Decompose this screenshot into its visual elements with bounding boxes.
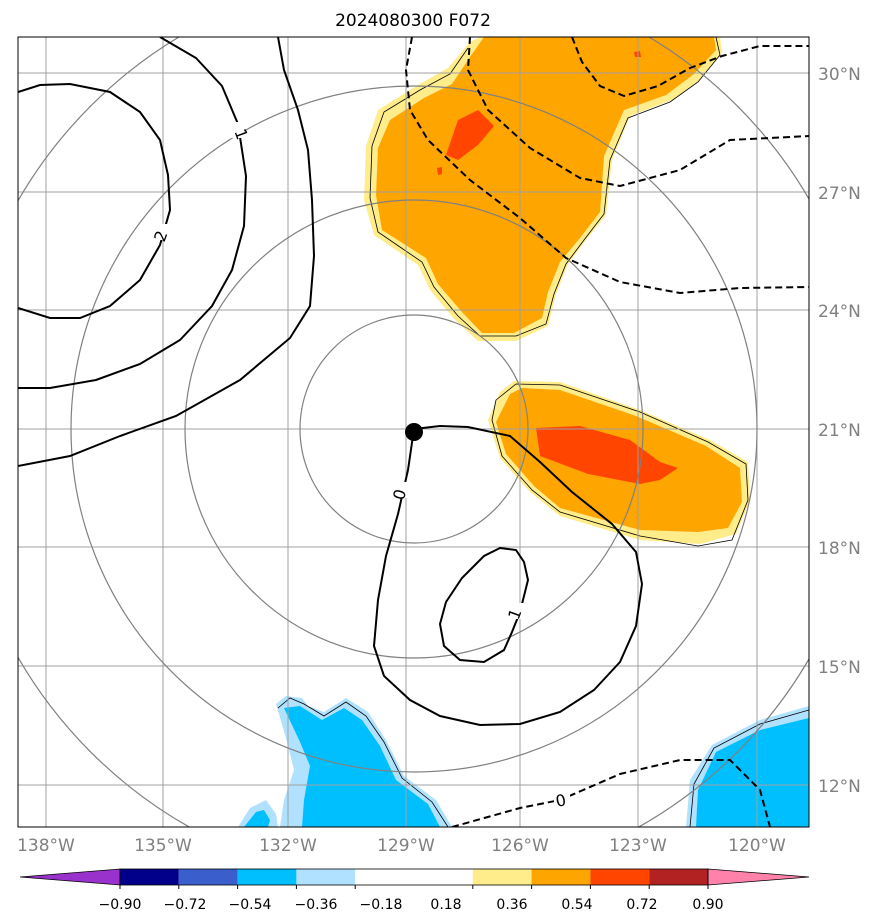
colorbar-segment <box>237 869 297 885</box>
solid-contours <box>18 37 644 727</box>
contour-1-west <box>18 37 248 389</box>
south-anomaly-outline <box>277 697 449 827</box>
north-positive-anomaly <box>364 37 722 341</box>
colorbar-segment <box>120 869 179 885</box>
filled-regions <box>238 37 809 827</box>
north-anomaly-outline <box>369 37 721 337</box>
colorbar-label-10: 0.90 <box>692 897 723 913</box>
dashed-contour-north-3 <box>571 37 809 98</box>
range-ring-2 <box>184 199 644 659</box>
lon-label-126: 126°W <box>491 836 549 856</box>
range-rings <box>18 37 809 827</box>
lon-label-120: 120°W <box>728 836 786 856</box>
colorbar-label-1: −0.90 <box>99 897 142 913</box>
colorbar-segment <box>355 869 473 885</box>
contour-label-bg-5 <box>554 792 570 808</box>
dashed-contours <box>404 37 809 827</box>
chart-title: 2024080300 F072 <box>335 11 491 31</box>
south-corner-blue <box>244 810 270 827</box>
lon-label-132: 132°W <box>259 836 317 856</box>
lon-label-123: 123°W <box>609 836 667 856</box>
colorbar-label-8: 0.54 <box>561 897 592 913</box>
lat-label-15: 15°N <box>818 658 861 678</box>
north-anomaly-orange <box>376 37 716 333</box>
colorbar-segment <box>649 869 708 885</box>
lat-label-21: 21°N <box>818 421 861 441</box>
map-frame <box>17 36 810 828</box>
lon-label-135: 135°W <box>134 836 192 856</box>
colorbar-label-6: 0.18 <box>430 897 461 913</box>
map-area: 1 2 0 1 0 <box>18 37 809 827</box>
east-anomaly-red <box>536 426 678 484</box>
southeast-anomaly-outline <box>689 709 809 827</box>
contour-label-0-south: 0 <box>554 790 568 811</box>
lon-label-129: 129°W <box>377 836 435 856</box>
colorbar-segment <box>472 869 532 885</box>
south-anomaly-blue <box>284 706 440 827</box>
dashed-contour-north-1 <box>404 37 809 295</box>
storm-center-marker <box>405 423 423 441</box>
contour-2-west <box>18 82 172 319</box>
colorbar-ticks <box>119 885 709 889</box>
north-anomaly-red <box>446 110 494 160</box>
colorbar-segment <box>531 869 591 885</box>
colorbar: −0.90 −0.72 −0.54 −0.36 −0.18 0.18 0.36 … <box>19 868 810 913</box>
lat-label-27: 27°N <box>818 184 861 204</box>
colorbar-extend-high <box>707 868 810 886</box>
contour-label-0-center: 0 <box>389 487 410 502</box>
colorbar-extend-low <box>19 868 121 886</box>
lon-label-138: 138°W <box>17 836 75 856</box>
south-negative-anomaly <box>238 696 452 827</box>
north-anomaly-red-fleck <box>437 167 442 175</box>
colorbar-label-7: 0.36 <box>496 897 527 913</box>
lat-axis-labels: 30°N 27°N 24°N 21°N 18°N 15°N 12°N <box>818 65 861 797</box>
east-anomaly-outline <box>491 383 749 547</box>
lat-label-30: 30°N <box>818 65 861 85</box>
lat-label-12: 12°N <box>818 777 861 797</box>
colorbar-tick-labels: −0.90 −0.72 −0.54 −0.36 −0.18 0.18 0.36 … <box>99 897 724 913</box>
dashed-contour-north-2 <box>466 37 809 188</box>
contour-0-center <box>372 424 644 727</box>
east-positive-anomaly <box>488 381 750 544</box>
contour-label-bg-2 <box>158 224 174 240</box>
colorbar-segment <box>178 869 238 885</box>
contour-0-west <box>18 37 316 467</box>
colorbar-segments <box>19 868 810 886</box>
dashed-contour-south <box>451 759 771 827</box>
lon-axis-labels: 138°W 135°W 132°W 129°W 126°W 123°W 120°… <box>17 836 786 856</box>
lat-label-18: 18°N <box>818 539 861 559</box>
anomaly-outlines <box>277 37 809 827</box>
colorbar-label-2: −0.72 <box>164 897 207 913</box>
contour-1-center <box>438 546 530 664</box>
range-ring-3 <box>70 85 758 773</box>
colorbar-label-9: 0.72 <box>626 897 657 913</box>
colorbar-label-5: −0.18 <box>360 897 403 913</box>
colorbar-label-4: −0.36 <box>295 897 338 913</box>
contour-labels: 1 2 0 1 0 <box>150 122 570 811</box>
lat-label-24: 24°N <box>818 302 861 322</box>
contour-label-bg-4 <box>512 603 528 619</box>
contour-label-bg-1 <box>228 122 244 138</box>
colorbar-label-3: −0.54 <box>229 897 272 913</box>
range-ring-1 <box>299 314 529 544</box>
southeast-negative-anomaly <box>686 706 809 827</box>
colorbar-segment <box>296 869 356 885</box>
southeast-anomaly-blue <box>696 718 809 827</box>
colorbar-outline <box>119 868 709 886</box>
contour-label-bg-3 <box>397 482 413 498</box>
colorbar-segment <box>590 869 650 885</box>
